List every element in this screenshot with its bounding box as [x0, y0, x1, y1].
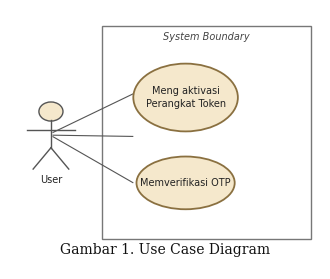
- FancyBboxPatch shape: [102, 26, 311, 239]
- Circle shape: [39, 102, 63, 121]
- Text: Meng aktivasi
Perangkat Token: Meng aktivasi Perangkat Token: [146, 86, 226, 109]
- Text: Gambar 1. Use Case Diagram: Gambar 1. Use Case Diagram: [60, 243, 270, 257]
- Text: System Boundary: System Boundary: [163, 32, 249, 42]
- Text: Memverifikasi OTP: Memverifikasi OTP: [140, 178, 231, 188]
- Text: User: User: [40, 175, 62, 185]
- Ellipse shape: [133, 64, 238, 131]
- Ellipse shape: [137, 157, 235, 209]
